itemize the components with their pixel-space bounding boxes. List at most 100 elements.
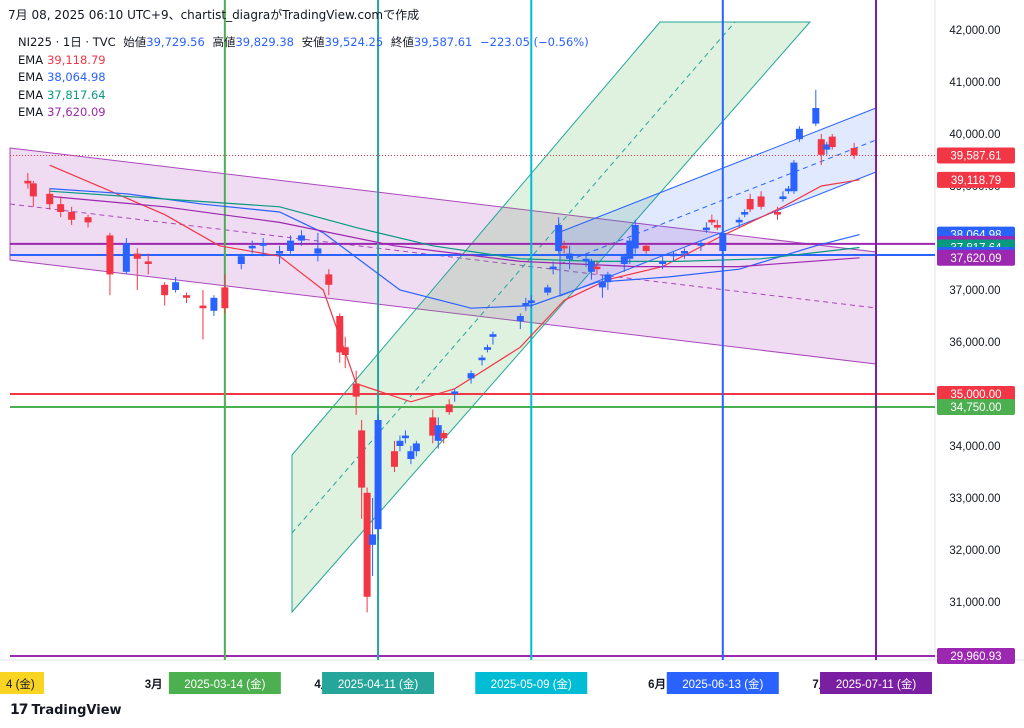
candle [784,186,792,194]
candle-body [46,193,54,205]
candle [566,245,574,270]
candle-body [631,225,639,249]
price-tag[interactable]: 29,960.93 [937,648,1015,665]
time-highlight-label[interactable]: 2025-06-13 (金) [666,672,779,694]
price-tick-label: 34,000.00 [949,441,1000,453]
candle [144,253,152,275]
low-label: 安値 [301,35,325,49]
candle [369,498,377,576]
time-highlight-label[interactable]: 2025-03-14 (金) [168,672,281,694]
tradingview-logo-icon: 𝟭7 [10,702,29,718]
candle [522,297,530,311]
candle-body [555,225,563,251]
candle [172,277,180,293]
candle-body [604,274,612,283]
candle-body [276,251,284,254]
ema-row[interactable]: EMA 37,620.09 [18,104,593,122]
candle-body [659,261,667,264]
candle-body [757,196,765,207]
price-tag-label: 37,620.09 [950,253,1001,265]
candle [396,435,404,452]
candle-body [161,284,169,296]
candle [412,440,420,457]
candle [445,399,453,415]
candle [626,238,634,264]
candle-body [735,219,743,223]
candle [29,180,37,207]
high-label: 高値 [212,35,236,49]
ema-line [49,188,860,309]
price-tag[interactable]: 34,750.00 [937,399,1015,415]
candle [549,261,557,275]
candle-body [144,261,152,264]
time-highlight-label[interactable]: 2025-05-09 (金) [475,672,588,694]
price-tick-label: 36,000.00 [949,337,1000,349]
candle-body [133,253,141,259]
ema-value: 37,620.09 [47,105,106,119]
price-tag[interactable]: 37,620.09 [937,249,1015,266]
candle-body [210,297,218,311]
time-tick-label: 3月 [145,678,163,691]
price-axis[interactable]: 31,000.00 32,000.00 33,000.00 34,000.00 35,0… [937,25,1015,665]
candle-body [412,443,420,452]
price-tag-label: 35,000.00 [950,389,1001,401]
candle [248,240,256,254]
candle [642,243,650,254]
candle-body [697,243,705,246]
ema-row[interactable]: EMA 37,817.64 [18,87,593,105]
candle-body [407,451,415,459]
candle [161,282,169,306]
candle [440,430,448,444]
candle [587,258,595,280]
time-highlight-bg [0,672,44,694]
candle [478,355,486,366]
ema-row[interactable]: EMA 39,118.79 [18,52,593,70]
candle-body [396,440,404,446]
candle-body [434,425,442,441]
price-tag-bg [937,249,1015,266]
price-tag-label: 39,118.79 [951,175,1001,187]
candle-body [560,245,568,249]
ema-label: EMA [18,52,44,67]
time-highlight-bg [475,672,588,694]
candle-body [626,240,634,259]
ema-row[interactable]: EMA 38,064.98 [18,69,593,87]
candle-body [779,196,787,199]
candle [746,193,754,212]
price-tick-label: 33,000.00 [949,493,1000,505]
candle [122,238,130,275]
ema-value: 38,064.98 [47,70,106,84]
candle [237,253,245,270]
time-highlight-label[interactable]: 2025-07-11 (金) [820,672,932,694]
candle [713,219,721,231]
candle-body [341,347,349,355]
symbol-label[interactable]: NI225 · 1日 · TVC [18,35,116,49]
time-highlight-label[interactable]: 2025-04-11 (金) [322,672,435,694]
candle-body [199,305,207,309]
time-tick-label: 6月 [648,678,666,691]
price-tag-bg [937,386,1015,402]
candle-body [522,303,530,306]
time-highlight-text: 2025-07-11 (金) [836,677,916,691]
tradingview-brand[interactable]: 𝟭7 TradingView [10,702,122,718]
descending-channel-midline [9,203,877,309]
price-tag[interactable]: 35,000.00 [937,386,1015,402]
time-highlight-bg [820,672,932,694]
candle-body [248,245,256,249]
candle-body [445,404,453,413]
candle-body [352,383,360,397]
candle [795,126,803,142]
time-highlight-label[interactable]: 4 (金) [0,672,44,694]
candle-body [713,225,721,228]
price-tag[interactable]: 39,587.61 [937,147,1015,164]
high-value: 39,829.38 [235,35,294,49]
candle-body [708,219,716,223]
candle [823,141,831,155]
change-value: −223.05 (−0.56%) [480,35,589,49]
candle [593,261,601,275]
candle-body [172,282,180,290]
price-tag[interactable]: 39,118.79 [937,171,1015,188]
grid [0,0,1024,661]
